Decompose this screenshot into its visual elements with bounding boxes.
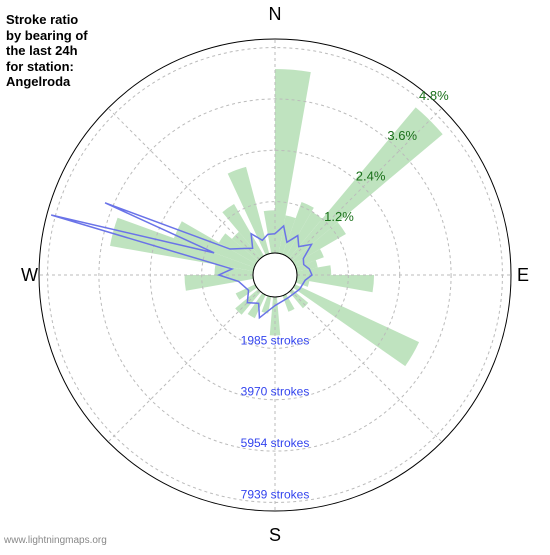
green-bearing-bar <box>185 275 254 291</box>
stroke-ring-label: 7939 strokes <box>241 487 310 501</box>
percent-ring-label: 2.4% <box>356 169 386 184</box>
center-hole <box>253 253 297 297</box>
stroke-ring-label: 1985 strokes <box>241 333 310 347</box>
percent-ring-label: 3.6% <box>387 128 417 143</box>
percent-ring-label: 4.8% <box>419 88 449 103</box>
cardinal-label-w: W <box>21 265 38 285</box>
stroke-ring-label: 3970 strokes <box>241 385 310 399</box>
cardinal-label-s: S <box>269 525 281 545</box>
green-bearing-bar <box>293 284 419 366</box>
percent-ring-label: 1.2% <box>324 209 354 224</box>
stroke-ring-label: 5954 strokes <box>241 436 310 450</box>
chart-title: Stroke ratio by bearing of the last 24h … <box>6 12 88 90</box>
cardinal-label-e: E <box>517 265 529 285</box>
cardinal-label-n: N <box>269 4 282 24</box>
grid-spoke <box>291 291 442 442</box>
footer-credit: www.lightningmaps.org <box>4 535 107 546</box>
polar-chart: Stroke ratio by bearing of the last 24h … <box>0 0 550 550</box>
grid-spoke <box>108 291 259 442</box>
